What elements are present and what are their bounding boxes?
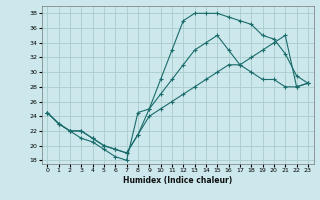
X-axis label: Humidex (Indice chaleur): Humidex (Indice chaleur) bbox=[123, 176, 232, 185]
